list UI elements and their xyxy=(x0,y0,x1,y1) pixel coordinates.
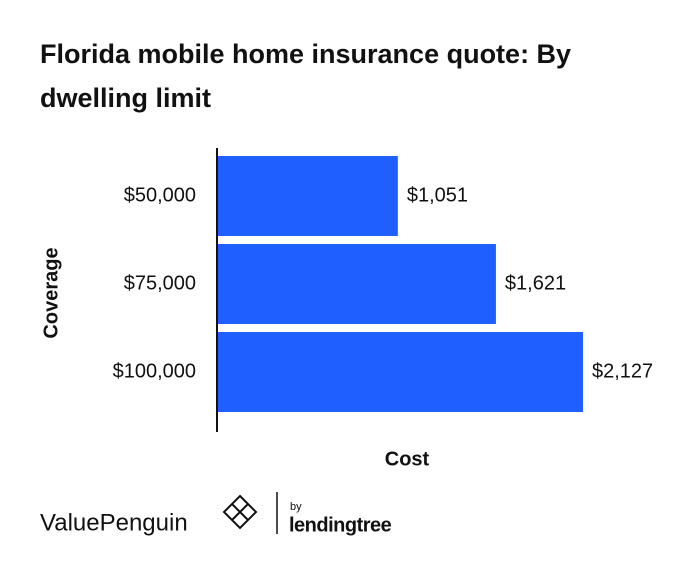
value-label: $2,127 xyxy=(592,360,653,382)
by: by xyxy=(290,501,302,513)
y-tick-label: $100,000 xyxy=(113,360,196,382)
brand: ValuePenguin xyxy=(40,509,188,536)
value-label: $1,051 xyxy=(407,184,468,206)
value-label: $1,621 xyxy=(505,272,566,294)
y-tick-label: $75,000 xyxy=(124,272,196,294)
bar xyxy=(218,244,496,324)
partner: lendingtree xyxy=(289,514,392,536)
bar xyxy=(218,156,398,236)
x-axis-label: Cost xyxy=(385,448,430,470)
brand-icon xyxy=(222,494,258,530)
y-tick-label: $50,000 xyxy=(124,184,196,206)
y-axis-label: Coverage xyxy=(40,247,62,338)
chart-title: Florida mobile home insurance quote: By … xyxy=(40,39,572,113)
bar xyxy=(218,332,583,412)
